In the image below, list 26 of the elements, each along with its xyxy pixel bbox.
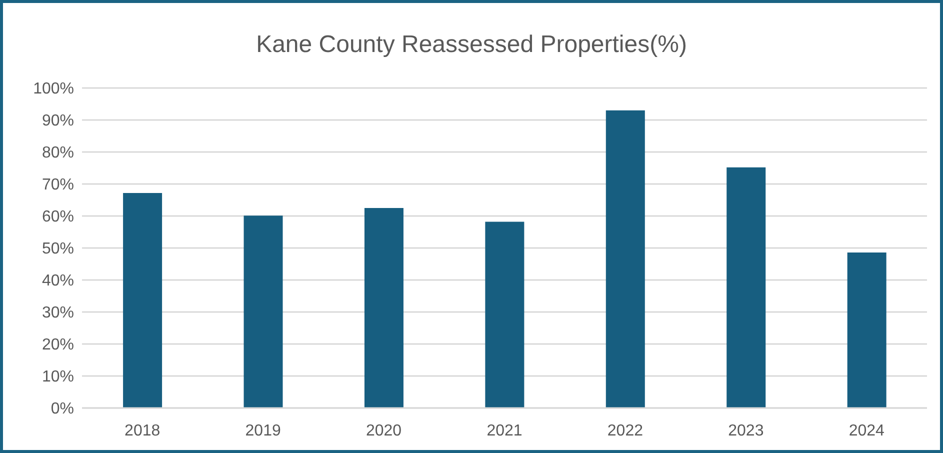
x-tick-label: 2024 xyxy=(848,422,885,440)
bar xyxy=(364,208,404,408)
x-tick-label: 2018 xyxy=(124,422,160,440)
x-tick-label: 2023 xyxy=(728,422,764,440)
x-tick-label: 2022 xyxy=(607,422,644,440)
y-tick-label: 10% xyxy=(42,368,74,386)
y-tick-label: 30% xyxy=(42,304,74,322)
y-tick-label: 40% xyxy=(42,272,74,290)
y-tick-label: 20% xyxy=(42,336,74,354)
y-tick-label: 80% xyxy=(42,144,74,162)
chart-title: Kane County Reassessed Properties(%) xyxy=(255,31,688,59)
y-tick-label: 100% xyxy=(33,80,74,98)
y-tick-label: 70% xyxy=(42,176,74,194)
bar xyxy=(847,252,886,408)
bar xyxy=(726,167,766,408)
x-tick-label: 2021 xyxy=(486,422,522,440)
x-tick-label: 2020 xyxy=(366,422,402,440)
y-tick-label: 50% xyxy=(42,240,74,258)
bar xyxy=(485,222,524,408)
bar xyxy=(244,216,283,408)
y-tick-label: 60% xyxy=(42,208,74,226)
x-tick-label: 2019 xyxy=(245,422,281,440)
bar xyxy=(606,110,645,408)
y-tick-label: 90% xyxy=(42,112,74,130)
y-tick-label: 0% xyxy=(50,400,74,418)
bar xyxy=(123,192,162,408)
